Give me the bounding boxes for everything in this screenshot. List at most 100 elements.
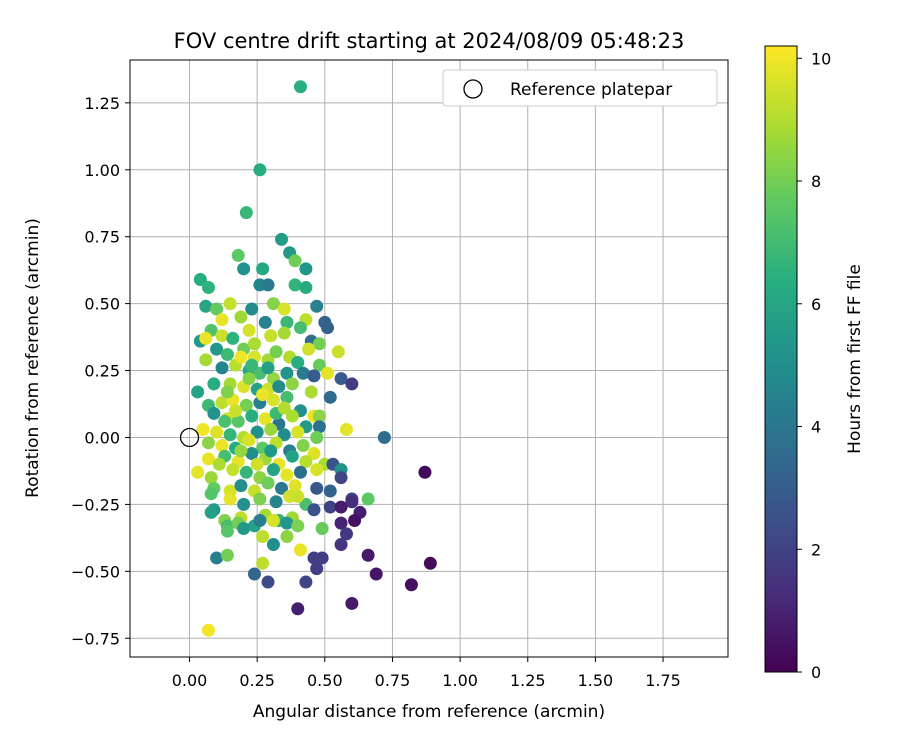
y-tick-label: 0.50 <box>84 295 120 314</box>
data-point <box>223 492 237 506</box>
x-axis-ticks: 0.00 0.25 0.50 0.75 1.00 1.25 1.50 1.75 <box>172 657 681 690</box>
data-point <box>191 385 205 399</box>
data-point <box>191 465 205 479</box>
y-tick-label: 1.00 <box>84 161 120 180</box>
data-point <box>261 575 275 589</box>
data-point <box>299 262 313 276</box>
data-point <box>239 465 253 479</box>
data-point <box>269 345 283 359</box>
data-point <box>215 329 229 343</box>
data-point <box>193 273 207 287</box>
data-point <box>280 530 294 544</box>
data-point <box>361 548 375 562</box>
data-point <box>285 377 299 391</box>
legend-reference-marker <box>463 79 483 99</box>
data-point <box>201 281 215 295</box>
data-point <box>334 538 348 552</box>
data-point <box>237 521 251 535</box>
data-point <box>321 321 335 335</box>
data-point <box>256 556 270 570</box>
colorbar-tick-label: 10 <box>811 49 831 68</box>
data-point <box>277 302 291 316</box>
data-point <box>226 463 240 477</box>
reference-point <box>179 427 200 448</box>
data-point <box>266 463 280 477</box>
data-point <box>418 465 432 479</box>
data-point <box>207 377 221 391</box>
data-point <box>210 551 224 565</box>
data-point <box>293 321 307 335</box>
data-point <box>315 551 329 565</box>
reference-marker <box>179 427 200 448</box>
data-point <box>423 556 437 570</box>
data-point <box>204 505 218 519</box>
data-point <box>218 414 232 428</box>
data-point <box>291 602 305 616</box>
data-point <box>323 500 337 514</box>
data-point <box>307 447 321 461</box>
data-point <box>220 524 234 538</box>
data-point <box>258 412 272 426</box>
data-point <box>312 420 326 434</box>
data-point <box>201 436 215 450</box>
data-point <box>215 313 229 327</box>
data-point <box>280 315 294 329</box>
colorbar-label: Hours from first FF file <box>845 264 865 454</box>
data-point <box>212 457 226 471</box>
data-point <box>361 492 375 506</box>
data-point <box>334 500 348 514</box>
data-point <box>310 430 324 444</box>
data-point <box>312 358 326 372</box>
chart-title: FOV centre drift starting at 2024/08/09 … <box>174 29 685 53</box>
data-point <box>220 347 234 361</box>
data-point <box>207 406 221 420</box>
data-point <box>280 516 294 530</box>
data-point <box>239 398 253 412</box>
data-point <box>245 409 259 423</box>
data-point <box>242 323 256 337</box>
data-point <box>196 422 210 436</box>
y-tick-label: −0.50 <box>71 562 120 581</box>
data-point <box>266 538 280 552</box>
data-point <box>299 281 313 295</box>
data-point <box>234 350 248 364</box>
data-point <box>299 455 313 469</box>
data-point <box>210 342 224 356</box>
colorbar-tick-label: 4 <box>811 418 821 437</box>
data-point <box>253 492 267 506</box>
colorbar-tick-label: 6 <box>811 295 821 314</box>
colorbar: 0 2 4 6 8 10 Hours from first FF file <box>764 45 865 682</box>
data-point <box>234 310 248 324</box>
data-point <box>323 484 337 498</box>
data-point <box>215 361 229 375</box>
data-point <box>275 481 289 495</box>
legend-box <box>442 69 718 107</box>
x-tick-label: 1.25 <box>510 671 546 690</box>
data-point <box>304 385 318 399</box>
data-point <box>237 262 251 276</box>
data-point <box>310 481 324 495</box>
data-point <box>226 331 240 345</box>
y-tick-label: −0.25 <box>71 495 120 514</box>
data-point <box>310 562 324 576</box>
data-point <box>280 468 294 482</box>
data-point <box>245 358 259 372</box>
data-point <box>293 465 307 479</box>
data-point <box>264 422 278 436</box>
data-point <box>215 439 229 453</box>
data-point <box>237 497 251 511</box>
data-point <box>280 366 294 380</box>
data-point <box>291 356 305 370</box>
y-tick-label: −0.75 <box>71 629 120 648</box>
x-tick-label: 1.00 <box>442 671 478 690</box>
y-axis-ticks: −0.75 −0.50 −0.25 0.00 0.25 0.50 0.75 1.00 1.25 <box>71 94 130 648</box>
data-point <box>201 623 215 637</box>
data-point <box>275 232 289 246</box>
data-point <box>258 315 272 329</box>
data-point <box>220 548 234 562</box>
y-tick-label: 0.00 <box>84 428 120 447</box>
data-point <box>242 433 256 447</box>
data-point <box>253 163 267 177</box>
colorbar-gradient <box>764 45 798 673</box>
